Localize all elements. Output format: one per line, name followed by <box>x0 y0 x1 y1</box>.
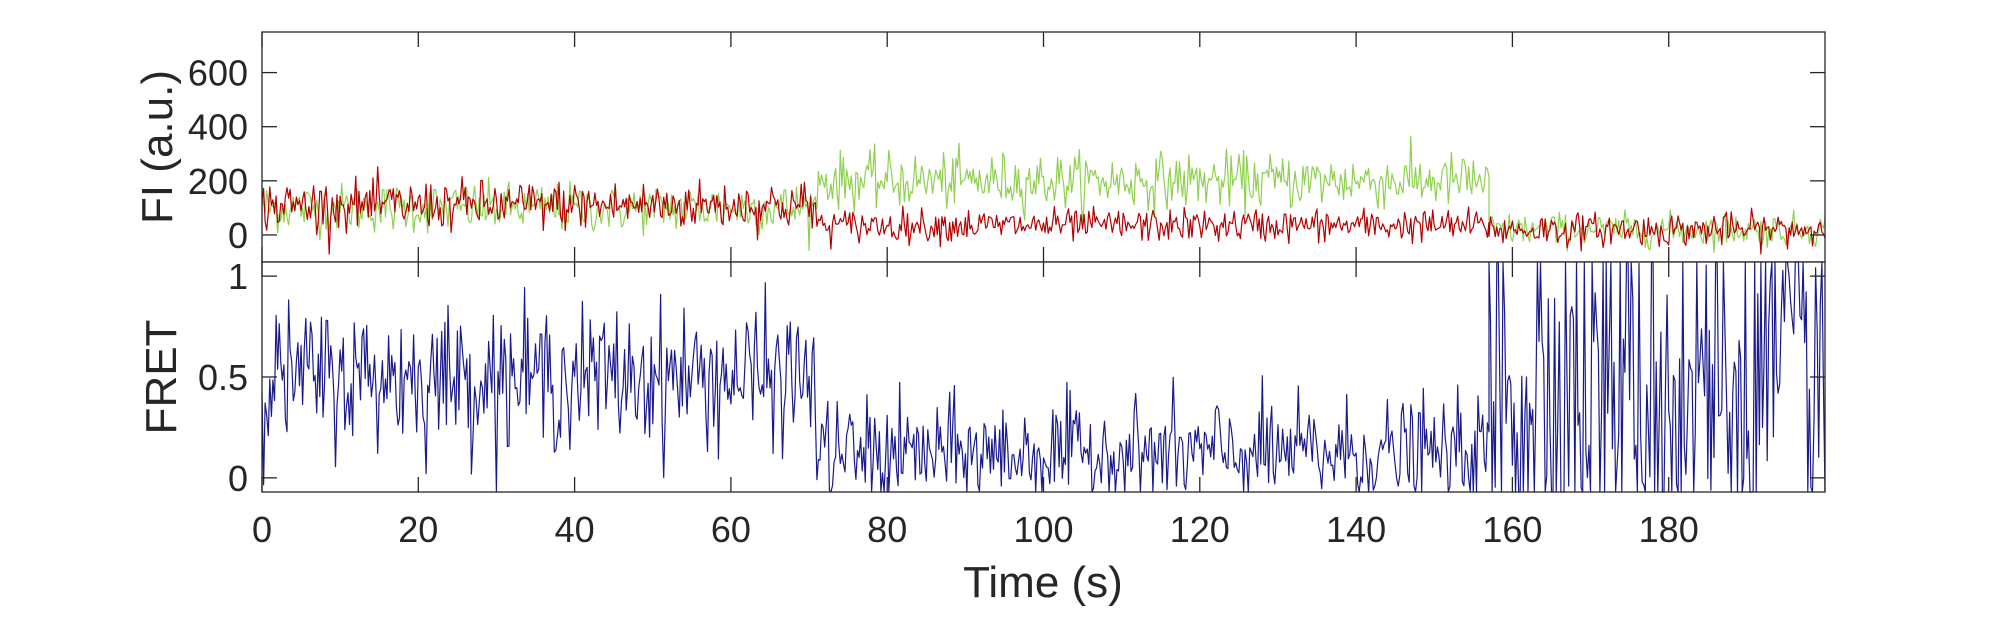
fluorescence-panel: 0 200 400 600 FI (a.u.) <box>133 31 1826 263</box>
x-tick-label-0: 0 <box>252 509 272 550</box>
x-tick-label-1: 20 <box>398 509 438 550</box>
fluorescence-traces <box>261 135 1826 255</box>
y-tick-label-1-0: 0 <box>228 458 248 499</box>
x-tick-label-6: 120 <box>1170 509 1230 550</box>
series-line-0-1 <box>261 166 1826 255</box>
x-tick-label-2: 40 <box>555 509 595 550</box>
x-tick-label-4: 80 <box>867 509 907 550</box>
x-axis-label: Time (s) <box>963 558 1123 607</box>
y-tick-label-0-0: 0 <box>228 215 248 256</box>
fluorescence-y-axis-label: FI (a.u.) <box>133 70 182 224</box>
fret-traces <box>261 261 1826 493</box>
fluorescence-plot-area <box>262 32 1825 262</box>
fret-x-ticks: 0 20 40 60 80 100 120 140 160 180 <box>252 262 1699 550</box>
x-tick-label-3: 60 <box>711 509 751 550</box>
fret-axes-box <box>261 261 1826 493</box>
fret-y-axis-label: FRET <box>137 320 186 435</box>
series-line-1-0 <box>261 261 1826 493</box>
fret-y-ticks: 00.51 <box>198 256 1825 499</box>
fluorescence-y-ticks: 0 200 400 600 <box>188 32 1825 262</box>
y-tick-label-0-3: 600 <box>188 53 248 94</box>
y-tick-label-0-2: 400 <box>188 107 248 148</box>
fret-panel: 00.51 0 20 40 60 80 100 120 140 160 180 FRET Time… <box>137 256 1826 607</box>
x-tick-label-5: 100 <box>1013 509 1073 550</box>
y-tick-label-0-1: 200 <box>188 161 248 202</box>
x-tick-label-8: 160 <box>1482 509 1542 550</box>
y-tick-label-1-2: 1 <box>228 256 248 297</box>
y-tick-label-1-1: 0.5 <box>198 357 248 398</box>
x-tick-label-9: 180 <box>1639 509 1699 550</box>
x-tick-label-7: 140 <box>1326 509 1386 550</box>
